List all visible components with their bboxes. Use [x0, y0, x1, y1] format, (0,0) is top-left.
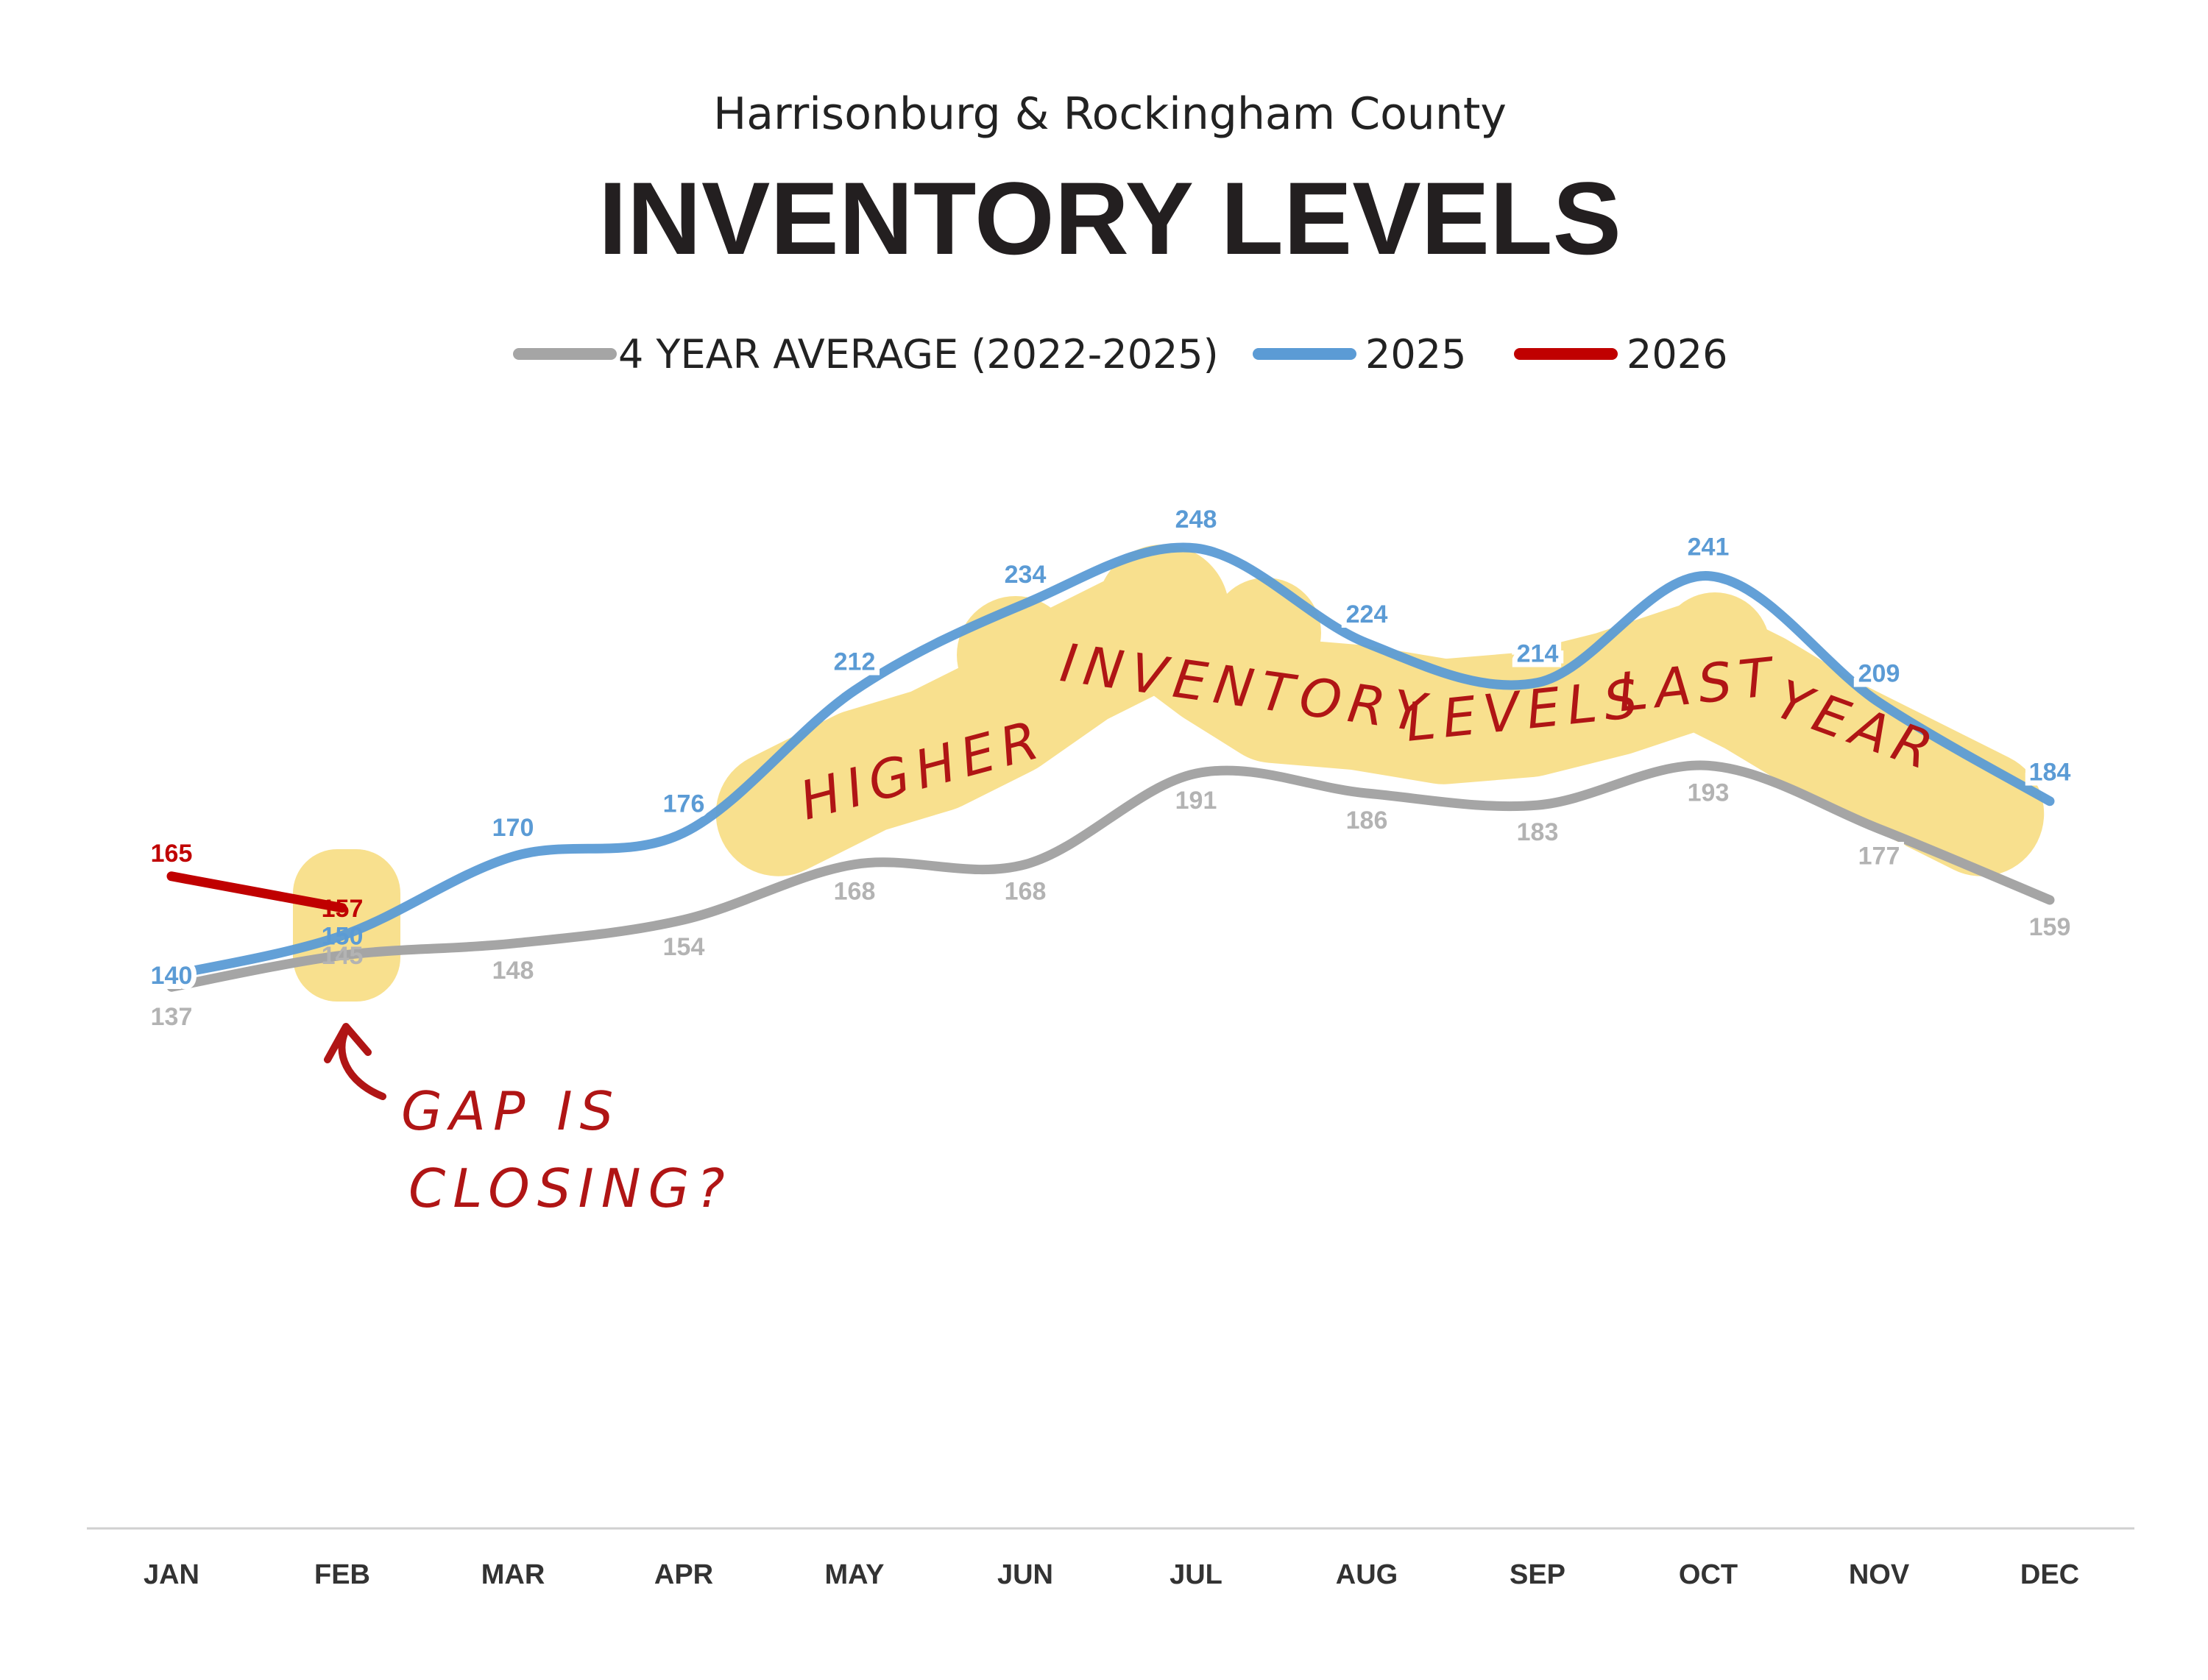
data-label: 209	[1858, 659, 1900, 687]
x-tick-label: MAY	[825, 1559, 885, 1590]
data-label: 145	[322, 942, 364, 970]
data-label: 154	[663, 933, 705, 961]
data-label: 140	[151, 962, 193, 990]
chart-subtitle: Harrisonburg & Rockingham County	[713, 88, 1507, 140]
data-label: 159	[2029, 913, 2071, 941]
series-line	[166, 871, 347, 913]
data-label: 168	[1005, 878, 1047, 906]
x-tick-label: NOV	[1849, 1559, 1910, 1590]
data-label: 248	[1175, 506, 1217, 534]
data-labels: 137 145 148 154 168 168 191 186 183 193 177 159 140 1…	[146, 500, 2076, 1036]
data-label: 137	[151, 1003, 193, 1031]
data-label: 224	[1346, 600, 1388, 628]
x-axis: JAN FEB MAR APR MAY JUN JUL AUG SEP OCT NOV DEC	[144, 1559, 2079, 1590]
highlight-band	[715, 560, 2045, 876]
x-tick-label: JUN	[997, 1559, 1053, 1590]
data-label: 148	[492, 957, 534, 985]
legend-label: 2026	[1627, 331, 1727, 378]
data-label: 157	[322, 895, 364, 923]
x-tick-label: APR	[654, 1559, 713, 1590]
data-label: 241	[1688, 534, 1730, 561]
x-tick-label: FEB	[314, 1559, 370, 1590]
highlight-blob	[957, 596, 1075, 714]
series-line	[166, 760, 2055, 992]
legend-label: 2025	[1365, 331, 1466, 378]
x-tick-label: MAR	[481, 1559, 545, 1590]
data-label: 168	[834, 878, 876, 906]
x-tick-label: DEC	[2020, 1559, 2079, 1590]
legend: 4 YEAR AVERAGE (2022-2025) 2025 2026	[513, 331, 1727, 378]
data-label: 176	[663, 790, 705, 818]
annotation-gap-line2: CLOSING?	[408, 1158, 732, 1219]
x-tick-label: AUG	[1336, 1559, 1398, 1590]
data-label: 186	[1346, 807, 1388, 834]
chart-title: INVENTORY LEVELS	[598, 160, 1621, 276]
data-label: 177	[1858, 842, 1900, 870]
highlight-feb	[293, 849, 400, 1002]
series-lines	[166, 542, 2055, 992]
data-label: 170	[492, 814, 534, 842]
data-label: 183	[1517, 818, 1559, 846]
highlight-blob	[1660, 592, 1770, 703]
data-label: 184	[2029, 759, 2071, 787]
x-tick-label: JUL	[1170, 1559, 1222, 1590]
highlight-blob	[1097, 545, 1229, 677]
series-line	[166, 542, 2055, 980]
x-tick-label: SEP	[1510, 1559, 1565, 1590]
data-label: 193	[1688, 779, 1730, 807]
highlight-layer	[293, 545, 2045, 1002]
data-label: 214	[1517, 640, 1559, 668]
data-label: 212	[834, 648, 876, 676]
data-label: 150	[322, 922, 364, 950]
arrow-icon	[324, 1023, 386, 1100]
legend-label: 4 YEAR AVERAGE (2022-2025)	[618, 331, 1219, 378]
x-tick-label: OCT	[1679, 1559, 1738, 1590]
data-label: 234	[1005, 561, 1047, 589]
annotation-gap-line1: GAP IS	[401, 1080, 620, 1142]
x-tick-label: JAN	[144, 1559, 199, 1590]
data-label: 191	[1175, 787, 1217, 815]
data-label: 165	[151, 840, 193, 868]
highlight-blob	[1211, 578, 1321, 688]
